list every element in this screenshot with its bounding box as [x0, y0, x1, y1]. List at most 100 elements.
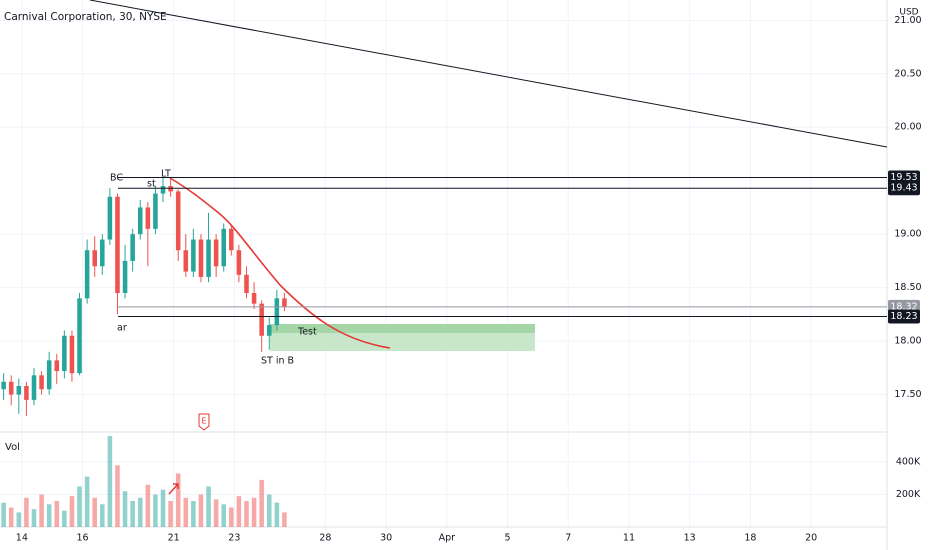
x-tick-label: 20	[805, 533, 817, 544]
test-zone-upper	[270, 324, 535, 333]
x-tick-label: 23	[228, 533, 240, 544]
x-tick-label: 7	[565, 533, 571, 544]
candle-body	[229, 228, 234, 251]
chart-title: Carnival Corporation, 30, NYSE	[4, 11, 167, 23]
volume-bar	[259, 479, 264, 527]
x-tick-label: 11	[623, 533, 635, 544]
candle-body	[115, 196, 120, 293]
annotation: Test	[297, 327, 317, 338]
y-tick-label: 21.00	[894, 15, 921, 26]
candle-body	[107, 196, 113, 240]
candle-body	[62, 335, 67, 372]
volume-bar	[1, 502, 6, 527]
x-tick-label: 16	[77, 533, 89, 544]
price-tag	[888, 309, 920, 324]
marks	[1, 177, 287, 527]
candle-body	[39, 375, 44, 390]
annotation: ar	[117, 323, 127, 334]
candle-body	[274, 298, 280, 326]
volume-arrow	[168, 483, 179, 495]
candle-body	[175, 191, 181, 251]
annotation: BC	[110, 173, 123, 184]
candle-body	[266, 325, 272, 336]
candle-body	[46, 360, 52, 390]
candle-body	[191, 239, 196, 272]
candle-body	[168, 186, 173, 192]
volume-bar	[77, 486, 82, 527]
x-tick-label: Apr	[439, 533, 456, 544]
candle-body	[282, 298, 287, 307]
candle-body	[100, 239, 105, 267]
volume-bar	[62, 510, 67, 527]
red-curve	[169, 177, 391, 349]
y2-tick-label: 400K	[896, 457, 921, 468]
volume-bar	[206, 486, 211, 527]
volume-bar	[191, 501, 196, 527]
trend-line	[89, 0, 888, 148]
x-tick-label: 5	[505, 533, 511, 544]
annotation: ST in B	[261, 356, 294, 367]
candle-body	[244, 274, 249, 293]
candle-body	[77, 298, 82, 374]
price-tag-label: 19.53	[890, 172, 917, 183]
test-zone-lower	[270, 333, 535, 351]
y-tick-label: 18.00	[894, 336, 921, 347]
candle-body	[183, 250, 189, 272]
volume-bar	[100, 504, 105, 527]
volume-bar	[183, 497, 189, 527]
volume-bar	[145, 484, 151, 527]
volume-bar	[16, 512, 22, 527]
volume-bar	[69, 496, 75, 527]
earnings-marker	[198, 413, 210, 431]
price-tag-label: 19.43	[890, 183, 917, 194]
grid	[0, 0, 887, 527]
y-tick-label: 20.50	[894, 68, 921, 79]
candle-body	[16, 386, 22, 395]
candle-body	[259, 303, 264, 336]
candle-body	[251, 292, 257, 304]
candle-body	[130, 234, 135, 261]
candle-body	[8, 381, 14, 395]
y-tick-label: 19.00	[894, 229, 921, 240]
y2-tick-label: 200K	[896, 489, 921, 500]
volume-bar	[39, 494, 44, 527]
candle-body	[198, 239, 204, 277]
candle-body	[213, 239, 219, 267]
price-tag-label: 18.23	[890, 311, 917, 322]
x-tick-label: 14	[16, 533, 28, 544]
volume-bar	[31, 509, 37, 527]
candle-body	[84, 250, 90, 299]
volume-bar	[92, 497, 97, 527]
volume-bar	[168, 501, 173, 527]
price-tag	[888, 181, 920, 196]
volume-bar	[198, 494, 204, 527]
x-tick-label: 18	[744, 533, 756, 544]
candle-body	[69, 335, 75, 374]
volume-bar	[107, 436, 113, 527]
candle-body	[145, 207, 151, 229]
volume-bar	[221, 504, 226, 527]
candle-body	[24, 386, 29, 400]
y-tick-label: 20.00	[894, 122, 921, 133]
y-tick-label: 17.50	[894, 389, 921, 400]
volume-bar	[236, 496, 242, 527]
candle-body	[206, 239, 211, 277]
candle-body	[236, 250, 242, 275]
volume-bar	[153, 494, 158, 527]
volume-bar	[54, 501, 60, 527]
x-tick-label: 30	[380, 533, 392, 544]
volume-bar	[8, 507, 14, 527]
volume-bar	[115, 465, 120, 527]
volume-bar	[24, 497, 29, 527]
volume-bar	[229, 507, 234, 527]
candle-body	[160, 186, 166, 194]
volume-bar	[46, 504, 52, 527]
candle-body	[221, 228, 226, 267]
volume-bar	[84, 476, 90, 527]
candle-body	[31, 375, 37, 400]
x-tick-label: 13	[684, 533, 696, 544]
volume-bar	[213, 499, 219, 527]
volume-bar	[282, 512, 287, 527]
